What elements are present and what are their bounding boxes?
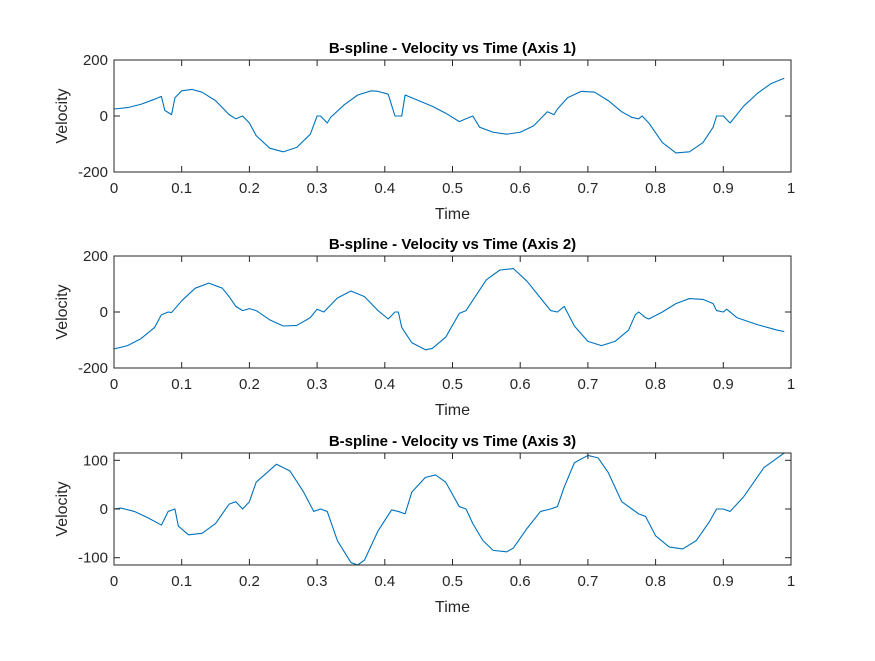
x-tick-label: 0	[110, 180, 118, 197]
x-tick-label: 0.6	[510, 376, 531, 393]
y-tick-label: 200	[83, 52, 108, 69]
x-tick-label: 0.9	[713, 180, 734, 197]
x-tick-label: 0.4	[374, 180, 395, 197]
x-tick-label: 0.4	[374, 573, 395, 590]
x-tick-label: 0	[110, 376, 118, 393]
y-axis-label: Velocity	[54, 284, 71, 339]
x-tick-label: 0.3	[307, 180, 328, 197]
x-tick-label: 0.8	[645, 180, 666, 197]
subplot-axis-2: 0 0.1 0.2 0.3 0.4 0.5 0.6 0.7 0.8 0.9 1-2000200B-s…	[54, 236, 795, 419]
x-axis-label: Time	[435, 599, 470, 616]
x-tick-label: 0.6	[510, 180, 531, 197]
x-tick-label: 0.7	[577, 180, 598, 197]
x-tick-label: 0.9	[713, 376, 734, 393]
x-tick-label: 0.5	[442, 376, 463, 393]
y-tick-label: 200	[83, 248, 108, 265]
x-tick-label: 0.6	[510, 573, 531, 590]
x-tick-label: 0.5	[442, 573, 463, 590]
chart-title: B-spline - Velocity vs Time (Axis 1)	[329, 40, 576, 57]
x-tick-label: 0.3	[307, 376, 328, 393]
y-tick-label: 0	[100, 304, 108, 321]
subplot-axis-1: 0 0.1 0.2 0.3 0.4 0.5 0.6 0.7 0.8 0.9 1-2000200B-s…	[54, 40, 795, 223]
y-tick-label: -200	[78, 360, 108, 377]
y-tick-label: -200	[78, 164, 108, 181]
x-tick-label: 0.3	[307, 573, 328, 590]
y-tick-label: 100	[83, 452, 108, 469]
x-tick-label: 0.2	[239, 180, 260, 197]
x-axis-label: Time	[435, 206, 470, 223]
x-tick-label: 0.5	[442, 180, 463, 197]
chart-title: B-spline - Velocity vs Time (Axis 3)	[329, 433, 576, 450]
x-tick-label: 0.8	[645, 376, 666, 393]
subplot-axis-3: 0 0.1 0.2 0.3 0.4 0.5 0.6 0.7 0.8 0.9 1-1000100B-s…	[54, 433, 795, 616]
x-axis-label: Time	[435, 402, 470, 419]
chart-title: B-spline - Velocity vs Time (Axis 2)	[329, 236, 576, 253]
y-axis-label: Velocity	[54, 88, 71, 143]
y-axis-label: Velocity	[54, 481, 71, 536]
y-tick-label: 0	[100, 501, 108, 518]
x-tick-label: 0.4	[374, 376, 395, 393]
series-line-1	[114, 77, 785, 154]
y-tick-label: 0	[100, 108, 108, 125]
plot-area	[114, 453, 791, 565]
x-tick-label: 0.7	[577, 376, 598, 393]
x-tick-label: 0.1	[171, 573, 192, 590]
x-tick-label: 0.1	[171, 180, 192, 197]
plot-area	[114, 256, 791, 368]
x-tick-label: 0.8	[645, 573, 666, 590]
x-tick-label: 1	[787, 573, 795, 590]
x-tick-label: 0.1	[171, 376, 192, 393]
y-tick-label: -100	[78, 550, 108, 567]
x-tick-label: 0	[110, 573, 118, 590]
x-tick-label: 1	[787, 180, 795, 197]
x-tick-label: 0.2	[239, 376, 260, 393]
x-tick-label: 0.2	[239, 573, 260, 590]
x-tick-label: 0.7	[577, 573, 598, 590]
x-tick-label: 0.9	[713, 573, 734, 590]
series-line-1	[114, 268, 785, 351]
series-line-1	[114, 453, 785, 565]
plot-area	[114, 60, 791, 172]
x-tick-label: 1	[787, 376, 795, 393]
